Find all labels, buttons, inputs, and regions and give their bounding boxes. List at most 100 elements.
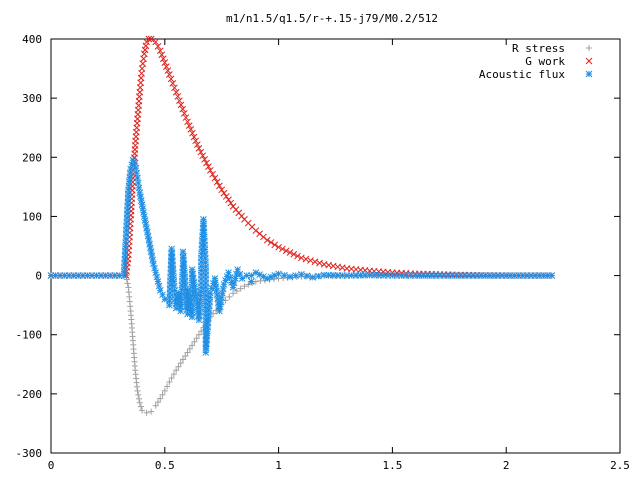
data-point	[177, 360, 184, 367]
data-point	[271, 272, 279, 279]
data-point	[161, 59, 169, 67]
data-point	[179, 105, 187, 113]
chart-title: m1/n1.5/q1.5/r-+.15-j79/M0.2/512	[226, 12, 438, 25]
plot-frame	[50, 38, 621, 454]
data-point	[286, 273, 294, 281]
data-point	[176, 97, 183, 105]
data-point	[134, 179, 142, 187]
data-point	[156, 47, 164, 55]
data-point	[143, 409, 150, 416]
data-point	[203, 159, 210, 167]
data-point	[166, 379, 173, 386]
data-point	[138, 69, 145, 77]
data-point	[286, 249, 294, 256]
data-point	[206, 166, 214, 174]
y-tick-label: 300	[22, 92, 42, 105]
data-point	[127, 303, 134, 310]
data-point	[311, 258, 319, 266]
y-tick-label: 400	[22, 33, 42, 46]
data-point	[298, 254, 305, 262]
data-point	[302, 255, 310, 263]
data-point	[260, 273, 267, 280]
data-point	[294, 252, 301, 260]
data-point	[159, 291, 166, 299]
data-point	[192, 137, 200, 145]
data-point	[241, 283, 248, 290]
data-point	[142, 220, 150, 228]
data-point	[206, 294, 214, 301]
data-point	[184, 118, 191, 126]
data-point	[213, 178, 221, 186]
data-point	[316, 259, 323, 267]
data-point	[247, 272, 255, 279]
data-point	[238, 212, 245, 220]
data-point	[260, 233, 267, 241]
data-point	[247, 278, 255, 285]
data-point	[122, 234, 130, 242]
data-point	[222, 297, 229, 304]
data-point	[453, 272, 460, 279]
y-tick-label: 100	[22, 210, 42, 223]
x-tick-label: 1	[275, 459, 282, 472]
legend-marker	[585, 57, 593, 65]
data-point	[136, 399, 143, 406]
data-point	[164, 67, 172, 74]
data-point	[384, 272, 392, 279]
data-point	[190, 133, 198, 141]
data-point	[135, 184, 143, 192]
data-point	[169, 80, 177, 87]
x-tick-label: 2	[503, 459, 510, 472]
y-tick-label: 200	[22, 151, 42, 164]
data-point	[124, 190, 132, 198]
legend-label: G work	[525, 55, 565, 68]
data-point	[134, 383, 141, 390]
legend-label: Acoustic flux	[479, 68, 565, 81]
data-point	[175, 363, 182, 370]
data-point	[225, 196, 232, 204]
data-point	[133, 119, 141, 127]
data-point	[180, 109, 188, 117]
data-point	[145, 35, 153, 43]
y-tick-label: -100	[16, 329, 43, 342]
legend-marker	[585, 70, 593, 78]
data-point	[152, 38, 160, 46]
data-point	[159, 391, 166, 398]
data-point	[245, 281, 252, 288]
x-tick-label: 0.5	[155, 459, 175, 472]
data-point	[219, 285, 227, 293]
data-point	[275, 243, 282, 251]
data-point	[361, 271, 369, 279]
data-point	[202, 259, 209, 266]
data-point	[128, 161, 136, 169]
data-point	[307, 257, 314, 264]
data-point	[227, 199, 235, 207]
data-point	[248, 223, 256, 231]
data-point	[152, 402, 159, 409]
data-point	[152, 269, 160, 276]
data-point	[147, 244, 154, 252]
data-point	[139, 407, 146, 414]
data-point	[498, 272, 506, 279]
data-point	[189, 129, 196, 137]
data-point	[140, 209, 147, 216]
data-point	[124, 255, 132, 263]
data-point	[292, 272, 300, 279]
data-point	[131, 362, 138, 369]
data-point	[544, 272, 551, 279]
data-point	[151, 264, 158, 272]
data-point	[189, 342, 196, 349]
data-point	[158, 51, 166, 59]
data-point	[170, 274, 177, 281]
data-point	[407, 272, 414, 279]
data-point	[209, 170, 216, 178]
data-point	[218, 186, 226, 194]
data-point	[180, 356, 187, 363]
data-point	[174, 93, 182, 100]
data-point	[168, 375, 175, 382]
data-point	[88, 272, 96, 279]
data-point	[211, 174, 219, 182]
data-point	[226, 293, 233, 300]
data-point	[136, 395, 143, 402]
